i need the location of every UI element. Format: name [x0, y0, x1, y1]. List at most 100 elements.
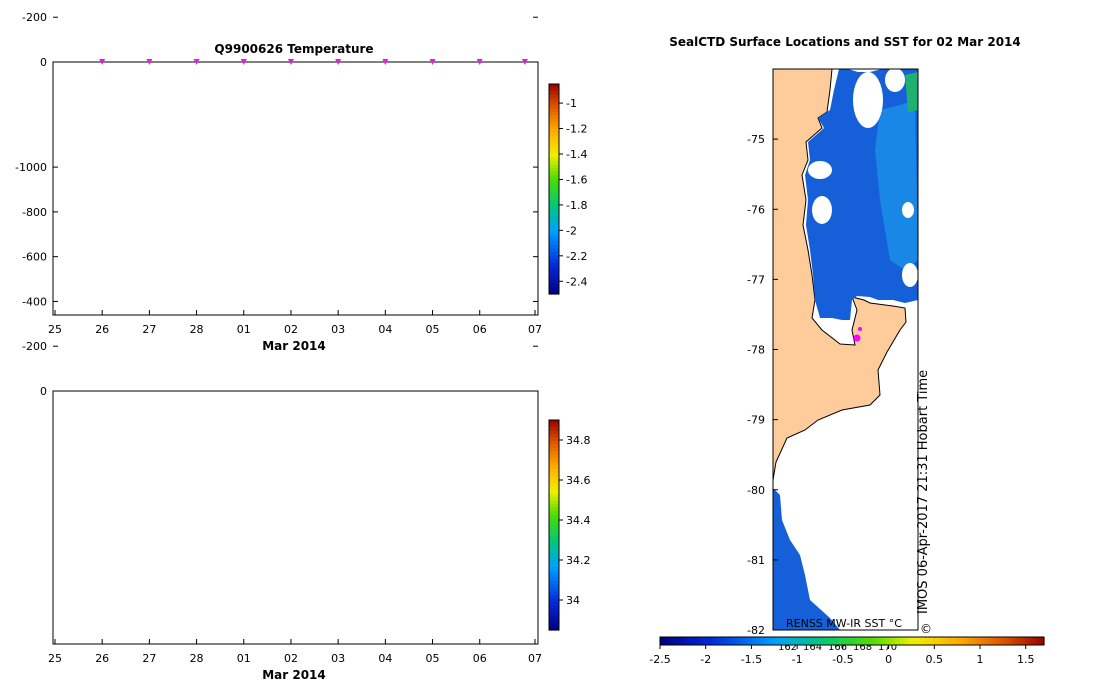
sst-colorbar-swatch [765, 637, 771, 645]
x-tick-label: 27 [142, 652, 156, 665]
sst-colorbar-swatch [804, 637, 810, 645]
y-tick-label: -200 [22, 340, 47, 353]
profile-marker [99, 59, 106, 65]
colorbar-swatch [549, 563, 559, 568]
sst-colorbar-swatch [914, 637, 920, 645]
colorbar-swatch [549, 518, 559, 523]
colorbar-swatch [549, 280, 559, 285]
sst-colorbar-swatch [751, 637, 757, 645]
y-tick-label: -600 [22, 251, 47, 264]
colorbar-swatch [549, 171, 559, 176]
x-tick-label: 04 [378, 652, 392, 665]
sst-colorbar-swatch [900, 637, 906, 645]
sst-warm-patch [905, 72, 918, 112]
colorbar-swatch [549, 266, 559, 271]
sst-colorbar-swatch [871, 637, 877, 645]
sst-colorbar-swatch [1034, 637, 1040, 645]
seal-location-marker [853, 334, 861, 342]
colorbar-tick-label: -1 [566, 97, 577, 110]
sst-colorbar-swatch [789, 637, 795, 645]
colorbar-swatch [549, 448, 559, 453]
colorbar-swatch [549, 490, 559, 495]
colorbar-swatch [549, 584, 559, 589]
sst-colorbar-tick-label: 0 [885, 653, 892, 666]
colorbar-swatch [549, 217, 559, 222]
inner-tick-labels: 162 164 166 168 170 [778, 642, 897, 653]
sst-colorbar-swatch [760, 637, 767, 645]
salinity-x-ticks: 25 26 27 28 01 02 03 04 05 06 07 [48, 639, 542, 665]
sst-colorbar-swatch [775, 637, 781, 645]
map-y-ticks: -75 -76 -77 -78 -79 -80 -81 -82 [747, 133, 778, 637]
sst-colorbar-swatch [895, 637, 901, 645]
sst-colorbar-swatch [996, 637, 1002, 645]
map-y-tick-label: -75 [747, 133, 765, 146]
profile-markers [99, 59, 528, 65]
sst-colorbar-tick-label: 1 [977, 653, 984, 666]
colorbar-swatch [549, 150, 559, 155]
colorbar-swatch [549, 546, 559, 551]
sst-colorbar-swatch [732, 637, 738, 645]
sst-colorbar-tick-label: 0.5 [926, 653, 944, 666]
colorbar-swatch [549, 609, 559, 614]
sst-colorbar-swatch [712, 637, 719, 645]
sst-colorbar-swatch [1015, 637, 1021, 645]
colorbar-swatch [549, 462, 559, 467]
profile-marker [429, 59, 436, 65]
sst-colorbar-swatch [698, 637, 704, 645]
sst-colorbar-swatch [952, 637, 959, 645]
sst-colorbar-swatch [708, 637, 714, 645]
colorbar-swatch [549, 269, 559, 274]
colorbar-swatch [549, 560, 559, 565]
colorbar-swatch [549, 528, 559, 533]
sst-colorbar-swatch [986, 637, 992, 645]
colorbar-swatch [549, 521, 559, 526]
map-title: SealCTD Surface Locations and SST for 02… [669, 35, 1021, 49]
sst-colorbar-tick-label: -0.5 [832, 653, 853, 666]
colorbar-swatch [549, 504, 559, 509]
colorbar-swatch [549, 574, 559, 579]
colorbar-swatch [549, 143, 559, 148]
y-tick-label: -1000 [15, 161, 47, 174]
inner-tick-label: 162 [778, 642, 797, 653]
colorbar-swatch [549, 168, 559, 173]
colorbar-frame [548, 419, 560, 631]
sst-colorbar-swatch [727, 637, 733, 645]
map-y-tick-label: -81 [747, 554, 765, 567]
sst-colorbar-swatch [664, 637, 671, 645]
sst-colorbar-swatch [823, 637, 829, 645]
colorbar-swatch [549, 231, 559, 236]
colorbar-swatch [549, 248, 559, 253]
sst-colorbar-tick-label: -1 [792, 653, 803, 666]
colorbar-swatch [549, 154, 559, 159]
inner-tick-label: 164 [803, 642, 822, 653]
colorbar-swatch [549, 185, 559, 190]
colorbar-tick-label: -2 [566, 224, 577, 237]
colorbar-swatch [549, 157, 559, 162]
colorbar-swatch [549, 199, 559, 204]
colorbar-swatch [549, 581, 559, 586]
colorbar-swatch [549, 189, 559, 194]
sst-colorbar-swatch [976, 637, 983, 645]
map-panel: SealCTD Surface Locations and SST for 02… [649, 35, 1045, 666]
sst-colorbar-swatch [991, 637, 997, 645]
sst-colorbar-swatch [933, 637, 939, 645]
sst-colorbar-swatch [756, 637, 762, 645]
salinity-panel: 0-200-400-600-800-1000 25 26 27 28 01 02 03 04 0… [15, 161, 590, 682]
colorbar-swatch [549, 420, 559, 425]
x-tick-label: 25 [48, 323, 62, 336]
sst-colorbar-swatch [837, 637, 843, 645]
colorbar-swatch [549, 623, 559, 628]
colorbar-swatch [549, 525, 559, 530]
sst-colorbar-frame [659, 636, 1045, 646]
profile-marker [476, 59, 483, 65]
colorbar-tick-label: -2.4 [566, 275, 587, 288]
colorbar-swatch [549, 591, 559, 596]
colorbar-swatch [549, 588, 559, 593]
x-tick-label: 07 [528, 652, 542, 665]
sst-colorbar-swatch [856, 637, 863, 645]
sst-colorbar-swatch [842, 637, 848, 645]
colorbar-swatch [549, 476, 559, 481]
sst-colorbar-swatch [1005, 637, 1011, 645]
colorbar-tick-label: 34.6 [566, 474, 591, 487]
colorbar-swatch [549, 203, 559, 208]
